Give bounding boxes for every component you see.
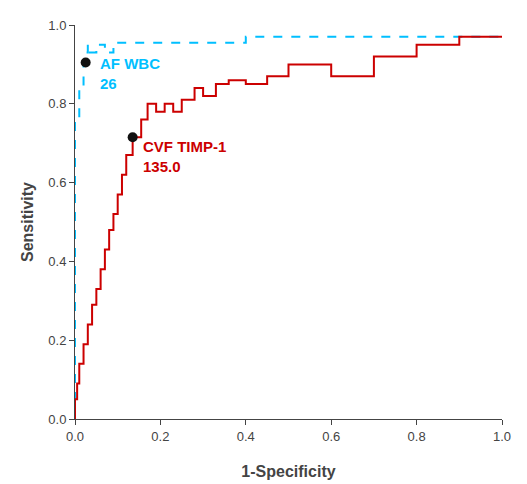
svg-text:0.2: 0.2	[151, 429, 169, 444]
svg-text:0.2: 0.2	[48, 333, 66, 348]
svg-text:0.4: 0.4	[237, 429, 255, 444]
svg-text:0.6: 0.6	[322, 429, 340, 444]
svg-text:0.8: 0.8	[408, 429, 426, 444]
svg-text:0.0: 0.0	[66, 429, 84, 444]
svg-text:Sensitivity: Sensitivity	[19, 182, 36, 262]
svg-text:0.8: 0.8	[48, 96, 66, 111]
svg-text:0.6: 0.6	[48, 175, 66, 190]
svg-text:0.0: 0.0	[48, 412, 66, 427]
svg-text:1.0: 1.0	[493, 429, 511, 444]
svg-text:AF WBC: AF WBC	[100, 55, 160, 72]
svg-text:1-Specificity: 1-Specificity	[241, 463, 335, 480]
svg-text:0.4: 0.4	[48, 254, 66, 269]
svg-text:CVF TIMP-1: CVF TIMP-1	[143, 138, 226, 155]
svg-text:26: 26	[100, 75, 117, 92]
svg-text:1.0: 1.0	[48, 18, 66, 33]
svg-text:135.0: 135.0	[143, 158, 181, 175]
